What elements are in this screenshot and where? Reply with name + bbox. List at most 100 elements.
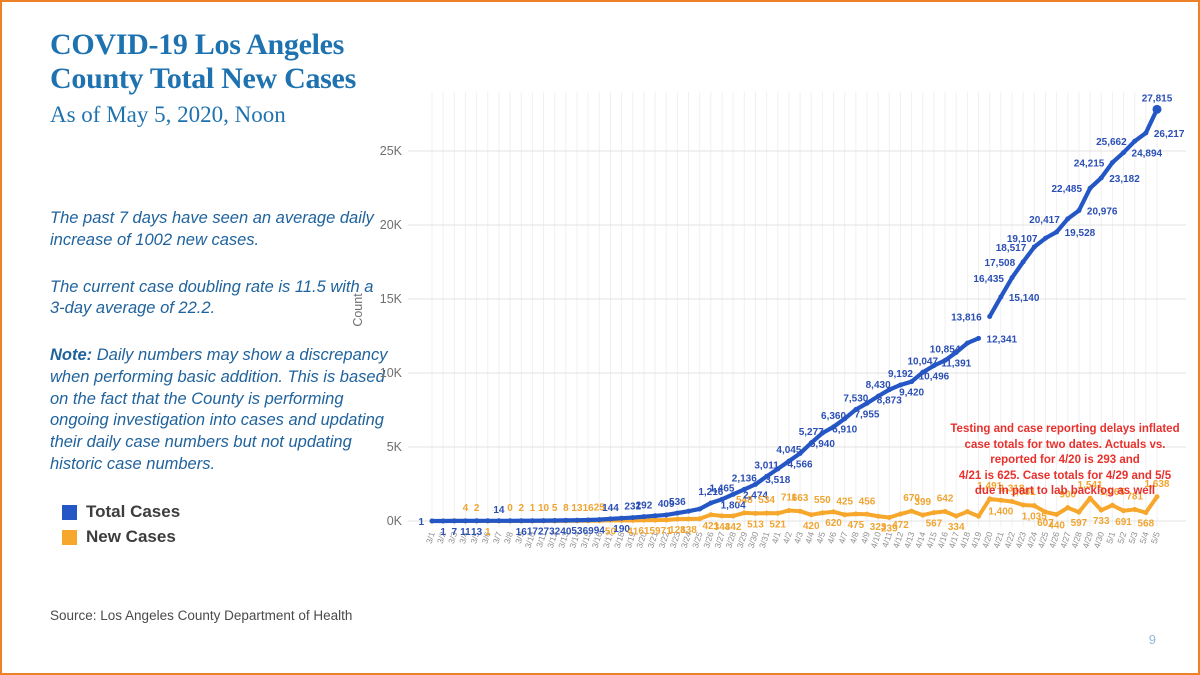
svg-text:3/7: 3/7 xyxy=(491,530,504,545)
svg-text:3/15: 3/15 xyxy=(578,530,593,549)
svg-text:4/21: 4/21 xyxy=(991,530,1006,549)
chart-legend: Total Cases New Cases xyxy=(62,502,180,552)
svg-text:24,215: 24,215 xyxy=(1074,159,1105,170)
svg-text:15,140: 15,140 xyxy=(1009,293,1040,304)
svg-text:1,081: 1,081 xyxy=(1011,487,1036,498)
svg-text:4/17: 4/17 xyxy=(947,530,962,549)
svg-text:3/24: 3/24 xyxy=(679,530,694,549)
svg-text:1,541: 1,541 xyxy=(1078,480,1103,491)
vertical-gridlines xyxy=(431,92,1158,527)
svg-text:456: 456 xyxy=(859,496,876,507)
svg-text:4/30: 4/30 xyxy=(1092,530,1107,549)
svg-text:13: 13 xyxy=(471,527,483,538)
svg-text:11,391: 11,391 xyxy=(941,358,971,369)
svg-text:3/17: 3/17 xyxy=(601,530,616,549)
svg-text:4/1: 4/1 xyxy=(770,530,783,545)
svg-text:900: 900 xyxy=(1059,490,1076,501)
note-paragraph: Note: Daily numbers may show a discrepan… xyxy=(50,345,388,476)
svg-text:1: 1 xyxy=(485,527,491,538)
svg-text:8,873: 8,873 xyxy=(877,396,902,407)
svg-text:4/18: 4/18 xyxy=(958,530,973,549)
legend-item-new-cases: New Cases xyxy=(62,527,180,547)
svg-text:4/5: 4/5 xyxy=(814,530,827,545)
svg-text:18,517: 18,517 xyxy=(996,243,1027,254)
new-cases-swatch xyxy=(62,529,77,545)
svg-text:342: 342 xyxy=(725,522,742,533)
svg-text:10: 10 xyxy=(538,503,550,514)
svg-text:53: 53 xyxy=(571,526,583,537)
svg-text:4/11: 4/11 xyxy=(880,530,895,548)
svg-text:3/30: 3/30 xyxy=(746,530,761,549)
svg-text:3/9: 3/9 xyxy=(513,530,526,545)
svg-text:138: 138 xyxy=(680,525,697,536)
svg-text:59: 59 xyxy=(650,526,662,537)
svg-text:20,976: 20,976 xyxy=(1087,207,1118,218)
svg-text:3/3: 3/3 xyxy=(446,530,459,545)
svg-text:4/25: 4/25 xyxy=(1036,530,1051,549)
svg-text:6,910: 6,910 xyxy=(832,425,857,436)
svg-text:26,217: 26,217 xyxy=(1154,129,1185,140)
total-cases-line xyxy=(429,104,1162,524)
svg-text:19,107: 19,107 xyxy=(1007,234,1038,245)
svg-text:4/6: 4/6 xyxy=(825,530,838,545)
svg-text:50: 50 xyxy=(605,526,617,537)
svg-text:4/16: 4/16 xyxy=(935,530,950,549)
source-text: Source: Los Angeles County Department of… xyxy=(50,608,353,623)
note-label: Note: xyxy=(50,346,93,365)
legend-label-new-cases: New Cases xyxy=(86,527,176,546)
svg-text:711: 711 xyxy=(781,492,798,503)
svg-text:548: 548 xyxy=(736,495,753,506)
svg-text:4/22: 4/22 xyxy=(1002,530,1017,549)
svg-text:3/18: 3/18 xyxy=(612,530,627,549)
svg-text:550: 550 xyxy=(814,495,831,506)
svg-text:12,341: 12,341 xyxy=(987,334,1018,345)
svg-text:4/15: 4/15 xyxy=(924,530,939,549)
svg-text:4/26: 4/26 xyxy=(1047,530,1062,549)
page-number: 9 xyxy=(1148,632,1156,647)
svg-text:3/27: 3/27 xyxy=(712,530,727,549)
svg-text:190: 190 xyxy=(613,524,630,535)
svg-text:128: 128 xyxy=(669,525,686,536)
svg-text:4/10: 4/10 xyxy=(868,530,883,549)
svg-text:3/14: 3/14 xyxy=(567,530,582,549)
svg-text:1,035: 1,035 xyxy=(1022,512,1047,523)
svg-text:19,528: 19,528 xyxy=(1065,228,1096,239)
svg-text:409: 409 xyxy=(658,499,675,510)
svg-text:10,496: 10,496 xyxy=(919,372,950,383)
svg-text:4/2: 4/2 xyxy=(781,530,794,545)
svg-text:5/4: 5/4 xyxy=(1138,530,1151,545)
svg-text:14: 14 xyxy=(493,505,505,516)
svg-text:3/26: 3/26 xyxy=(701,530,716,549)
annotation-line: 4/21 is 625. Case totals for 4/29 and 5/… xyxy=(958,469,1172,482)
svg-text:1,216: 1,216 xyxy=(698,487,723,498)
svg-text:144: 144 xyxy=(602,503,619,514)
svg-text:3/10: 3/10 xyxy=(523,530,538,549)
svg-text:521: 521 xyxy=(769,519,786,530)
stat-paragraph-doubling-rate: The current case doubling rate is 11.5 w… xyxy=(50,277,374,318)
svg-text:2: 2 xyxy=(518,503,524,514)
svg-text:239: 239 xyxy=(881,523,898,534)
page-title: COVID-19 Los Angeles County Total New Ca… xyxy=(50,28,356,95)
svg-text:4/29: 4/29 xyxy=(1080,530,1095,549)
svg-text:16,435: 16,435 xyxy=(973,274,1004,285)
svg-text:4,045: 4,045 xyxy=(776,445,801,456)
svg-text:71: 71 xyxy=(661,526,673,537)
svg-text:440: 440 xyxy=(1048,520,1065,531)
svg-text:3,518: 3,518 xyxy=(765,475,790,486)
count-axis-label: Count xyxy=(351,293,365,327)
svg-text:9,420: 9,420 xyxy=(899,388,924,399)
svg-text:1: 1 xyxy=(440,527,446,538)
svg-text:620: 620 xyxy=(825,518,842,529)
svg-text:5/2: 5/2 xyxy=(1115,530,1128,545)
svg-text:1,400: 1,400 xyxy=(988,506,1013,517)
svg-text:3/8: 3/8 xyxy=(502,530,515,545)
svg-text:691: 691 xyxy=(1115,517,1132,528)
svg-text:2,474: 2,474 xyxy=(743,490,768,501)
svg-text:568: 568 xyxy=(1137,519,1154,530)
svg-text:16: 16 xyxy=(583,503,595,514)
svg-text:4/7: 4/7 xyxy=(836,530,849,545)
svg-text:1,465: 1,465 xyxy=(709,483,734,494)
svg-text:15K: 15K xyxy=(380,292,403,306)
svg-text:5: 5 xyxy=(552,503,558,514)
y-axis: 0K 5K 10K 15K 20K 25K Count xyxy=(351,144,1186,528)
